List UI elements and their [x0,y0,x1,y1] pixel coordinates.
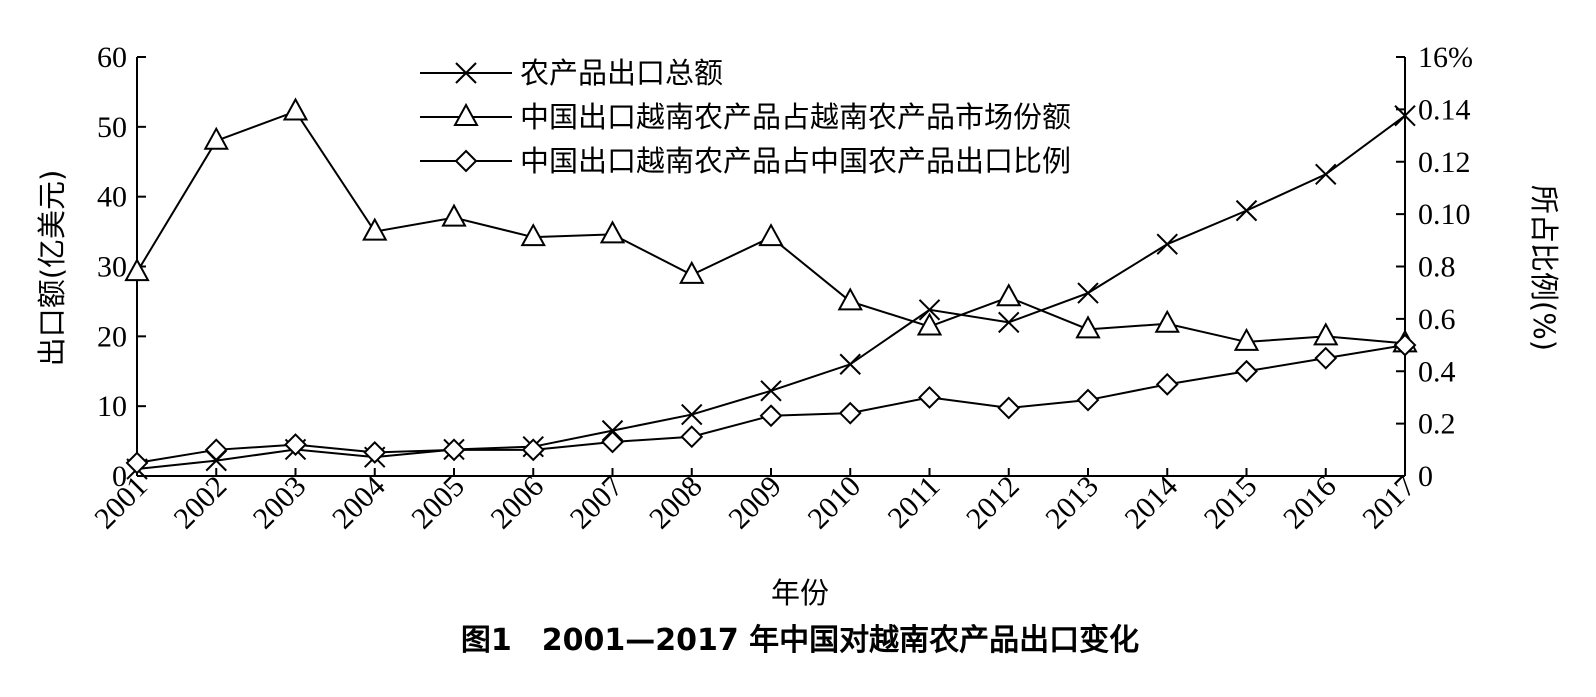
y-right-tick-label: 0.12 [1418,146,1471,179]
data-point-triangle-marker [441,203,467,227]
data-point-x-marker [839,353,861,375]
data-point-triangle-marker [996,283,1022,307]
x-tick-label: 2015 [1198,470,1264,536]
data-point-x-marker [1235,199,1258,222]
figure-caption: 图1 2001—2017 年中国对越南农产品出口变化 [461,623,1139,658]
series-line [136,344,1406,464]
data-point-triangle-marker [203,126,229,150]
x-tick-label: 2006 [484,470,550,536]
data-point-diamond-marker [442,438,466,462]
legend: 农产品出口总额中国出口越南农产品占越南农产品市场份额中国出口越南农产品占中国农产… [420,56,1071,178]
y-right-tick-label: 0.10 [1418,198,1471,231]
series-3 [125,333,1417,475]
data-point-triangle-marker [1075,315,1101,339]
data-point-triangle-marker [599,220,626,244]
data-point-x-marker [1315,163,1337,186]
data-point-diamond-marker [1076,388,1100,412]
y-left-tick-label: 10 [97,390,127,423]
data-point-x-marker [1394,104,1416,127]
data-point-triangle-marker [362,217,388,241]
y-right-tick-label: 0.8 [1418,251,1456,284]
x-tick-label: 2008 [643,470,709,536]
legend-item: 农产品出口总额 [420,56,723,90]
series-2 [124,97,1418,353]
legend-label: 农产品出口总额 [520,56,723,90]
data-point-diamond-marker [1314,346,1338,370]
y-axis-right-title: 所占比例(%) [1527,185,1561,351]
x-axis-ticks: 2001 2002 2003 2004 2005 2006 2007 2008 2009 2010… [88,468,1422,535]
data-point-x-marker [998,311,1020,334]
x-tick-label: 2012 [960,470,1026,536]
y-right-tick-label: 0.14 [1418,93,1471,126]
data-point-diamond-marker [454,149,478,173]
data-point-diamond-marker [1393,333,1417,357]
y-right-tick-label: 0 [1418,460,1433,493]
data-point-triangle-marker [124,258,150,282]
data-point-diamond-marker [759,404,783,428]
x-tick-label: 2016 [1277,470,1343,536]
y-left-tick-label: 40 [97,181,127,214]
y-axis-left-title: 出口额(亿美元) [35,170,69,367]
x-tick-label: 2014 [1118,470,1184,536]
data-point-diamond-marker [918,386,941,409]
data-point-x-marker [455,62,477,84]
data-point-x-marker [760,380,782,402]
data-point-triangle-marker [1313,322,1339,346]
data-point-triangle-marker [453,102,479,126]
data-point-triangle-marker [282,97,309,121]
data-point-diamond-marker [601,430,624,454]
x-tick-label: 2013 [1039,470,1105,536]
data-point-diamond-marker [204,438,228,462]
y-left-tick-label: 30 [97,251,127,284]
y-left-tick-label: 50 [97,111,127,144]
legend-label: 中国出口越南农产品占越南农产品市场份额 [520,100,1071,134]
y-right-tick-label: 0.4 [1418,355,1456,388]
x-tick-label: 2001 [88,470,154,536]
legend-label: 中国出口越南农产品占中国农产品出口比例 [520,144,1071,178]
data-point-triangle-marker [1233,327,1260,351]
data-point-x-marker [1156,233,1178,255]
right-axis-ticks: 0 0.2 0.4 0.6 0.8 0.10 0.12 0.14 16% [1396,41,1473,493]
x-tick-label: 2003 [247,470,313,536]
x-tick-label: 2017 [1356,470,1422,536]
y-left-tick-label: 20 [97,320,127,353]
data-point-triangle-marker [520,223,546,247]
data-point-triangle-marker [916,312,943,336]
data-point-diamond-marker [680,425,704,449]
y-right-tick-label: 16% [1418,41,1473,74]
data-point-x-marker [1077,282,1099,304]
legend-item: 中国出口越南农产品占越南农产品市场份额 [420,100,1071,134]
data-point-diamond-marker [125,451,149,475]
y-left-tick-label: 0 [112,460,127,493]
x-tick-label: 2005 [405,470,471,536]
x-tick-label: 2011 [881,470,946,535]
x-tick-label: 2010 [801,470,867,536]
data-point-x-marker [918,299,941,321]
data-point-triangle-marker [837,287,863,311]
legend-item: 中国出口越南农产品占中国农产品出口比例 [420,144,1071,178]
left-axis-ticks: 0 10 20 30 40 50 60 [97,41,146,493]
data-point-diamond-marker [1155,372,1179,396]
data-point-triangle-marker [758,223,784,247]
data-point-diamond-marker [1235,359,1258,383]
y-left-tick-label: 60 [97,41,127,74]
y-right-tick-label: 0.2 [1418,408,1456,441]
data-point-diamond-marker [284,433,307,456]
x-tick-label: 2009 [722,470,788,536]
x-axis-title: 年份 [771,576,829,610]
y-right-tick-label: 0.6 [1418,303,1456,336]
data-point-diamond-marker [838,401,862,425]
data-point-diamond-marker [997,396,1021,420]
x-tick-label: 2007 [564,470,630,536]
series-layer [124,97,1418,480]
x-tick-label: 2004 [326,470,392,536]
data-point-triangle-marker [1154,309,1180,333]
data-point-triangle-marker [679,260,705,284]
data-point-diamond-marker [521,438,545,462]
data-point-diamond-marker [363,441,387,464]
data-point-x-marker [681,403,703,426]
x-tick-label: 2002 [167,470,233,536]
